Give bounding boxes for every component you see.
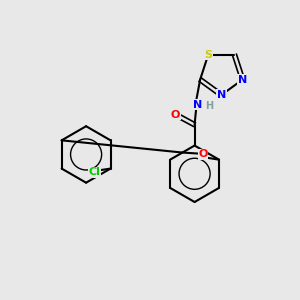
Text: H: H	[205, 101, 213, 111]
Text: N: N	[238, 75, 247, 85]
Text: O: O	[171, 110, 180, 120]
Text: Cl: Cl	[88, 167, 100, 177]
Text: S: S	[204, 50, 212, 60]
Text: N: N	[217, 90, 226, 100]
Text: N: N	[193, 100, 203, 110]
Text: O: O	[198, 149, 208, 159]
